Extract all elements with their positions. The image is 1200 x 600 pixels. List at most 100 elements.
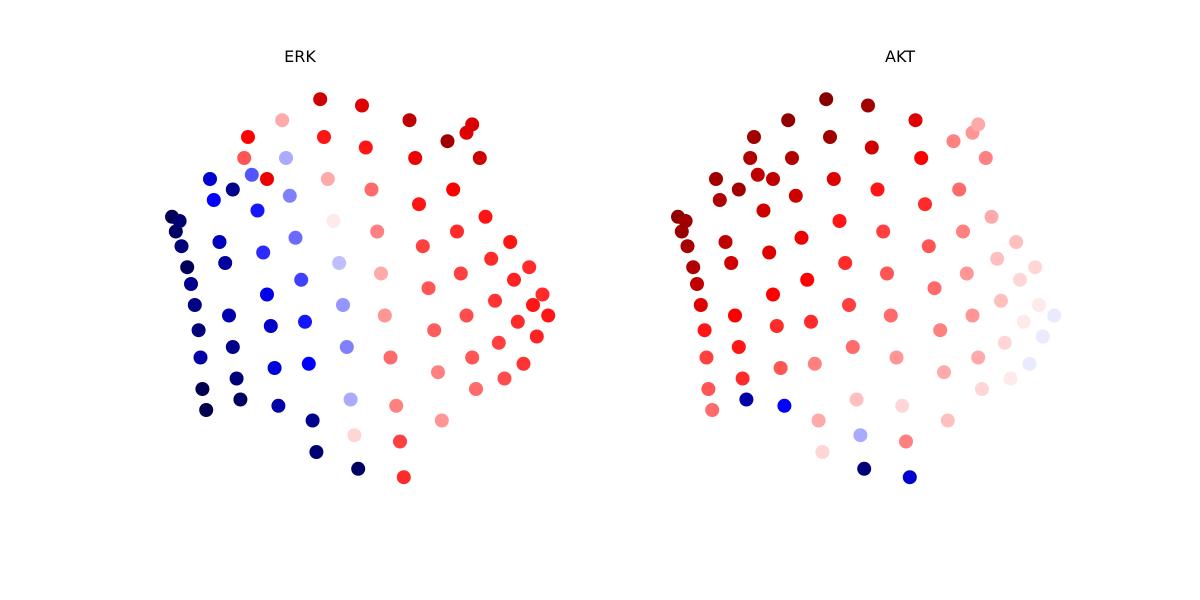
scatter-point xyxy=(927,281,942,296)
scatter-point xyxy=(279,151,293,165)
scatter-point xyxy=(510,314,525,329)
scatter-point xyxy=(313,92,328,107)
scatter-point xyxy=(731,182,746,197)
scatter-point xyxy=(895,398,910,413)
scatter-point xyxy=(971,350,986,365)
scatter-point xyxy=(222,308,236,323)
scatter-point xyxy=(815,445,830,459)
scatter-point xyxy=(1047,308,1062,323)
scatter-point xyxy=(263,319,278,333)
scatter-point xyxy=(918,197,932,212)
scatter-point xyxy=(396,470,411,485)
scatter-point xyxy=(317,130,331,144)
scatter-point xyxy=(377,308,392,323)
scatter-point xyxy=(705,403,720,417)
scatter-point xyxy=(370,224,385,239)
scatter-point xyxy=(271,398,286,413)
scatter-point xyxy=(697,323,712,338)
scatter-point xyxy=(195,382,210,396)
scatter-point xyxy=(724,256,739,270)
scatter-point xyxy=(876,224,891,239)
erk-title: ERK xyxy=(284,47,316,66)
scatter-point xyxy=(952,182,967,197)
scatter-point xyxy=(864,140,879,155)
scatter-point xyxy=(393,434,407,449)
scatter-point xyxy=(693,298,708,312)
scatter-point xyxy=(984,209,999,224)
scatter-point xyxy=(256,245,271,260)
scatter-point xyxy=(298,314,312,329)
scatter-point xyxy=(870,182,885,197)
scatter-point xyxy=(735,371,750,386)
scatter-point xyxy=(807,356,822,371)
scatter-point xyxy=(937,365,951,380)
scatter-point xyxy=(899,434,913,449)
scatter-point xyxy=(339,340,354,354)
scatter-point xyxy=(747,130,761,144)
scatter-point xyxy=(701,382,716,396)
scatter-point xyxy=(785,151,799,165)
scatter-point xyxy=(260,287,274,302)
scatter-point xyxy=(535,287,550,302)
scatter-point xyxy=(358,140,373,155)
scatter-point xyxy=(440,134,455,149)
scatter-point xyxy=(766,172,780,186)
scatter-point xyxy=(849,392,864,407)
akt-scatter-plot xyxy=(671,92,1062,485)
scatter-point xyxy=(750,167,765,182)
scatter-point xyxy=(794,230,809,245)
scatter-point xyxy=(1041,287,1056,302)
scatter-point xyxy=(415,239,430,254)
scatter-point xyxy=(861,98,875,113)
scatter-point xyxy=(1032,298,1046,312)
scatter-point xyxy=(168,224,183,239)
scatter-point xyxy=(199,403,214,417)
akt-title: AKT xyxy=(885,47,915,66)
erk-panel: ERK xyxy=(165,47,556,485)
scatter-point xyxy=(914,151,929,165)
scatter-point xyxy=(883,308,898,323)
scatter-point xyxy=(364,182,379,197)
scatter-point xyxy=(225,182,240,197)
erk-scatter-plot xyxy=(165,92,556,485)
scatter-point xyxy=(431,365,445,380)
scatter-point xyxy=(218,256,233,270)
scatter-point xyxy=(842,298,856,312)
scatter-point xyxy=(674,224,689,239)
scatter-point xyxy=(427,323,442,338)
scatter-point xyxy=(845,340,860,354)
scatter-point xyxy=(402,113,417,128)
scatter-point xyxy=(541,308,556,323)
scatter-point xyxy=(469,382,483,396)
akt-panel: AKT xyxy=(600,0,1200,600)
scatter-point xyxy=(678,214,693,228)
scatter-point xyxy=(355,98,369,113)
scatter-point xyxy=(507,272,521,287)
scatter-point xyxy=(412,197,426,212)
scatter-point xyxy=(921,239,936,254)
scatter-point xyxy=(832,214,847,228)
scatter-point xyxy=(326,214,341,228)
scatter-point xyxy=(712,193,727,207)
scatter-point xyxy=(1009,235,1024,249)
scatter-point xyxy=(965,308,980,323)
scatter-point xyxy=(739,392,754,407)
scatter-point xyxy=(853,428,868,443)
scatter-point xyxy=(237,151,252,165)
scatter-point xyxy=(187,298,202,312)
scatter-point xyxy=(491,335,506,350)
scatter-point xyxy=(174,239,189,254)
scatter-point xyxy=(1022,356,1037,371)
scatter-point xyxy=(351,461,366,476)
scatter-point xyxy=(294,272,309,287)
scatter-point xyxy=(193,350,208,365)
scatter-point xyxy=(1035,329,1050,344)
scatter-point xyxy=(180,260,195,275)
scatter-point xyxy=(975,382,989,396)
scatter-point xyxy=(389,398,404,413)
scatter-point xyxy=(267,361,282,375)
scatter-point xyxy=(811,413,826,428)
scatter-point xyxy=(172,214,187,228)
scatter-point xyxy=(446,182,461,197)
